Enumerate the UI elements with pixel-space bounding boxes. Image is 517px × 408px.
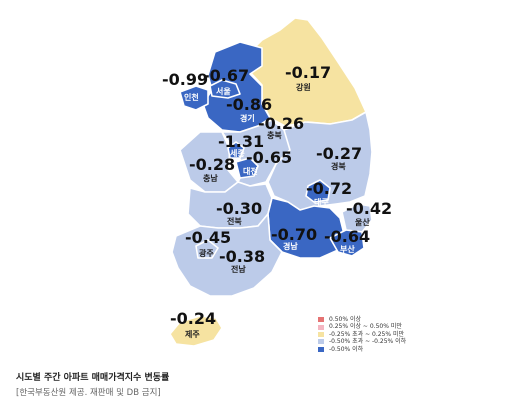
value-daegu: -0.72 (306, 179, 352, 198)
region-daejeon (235, 157, 259, 179)
name-jeju: 제주 (185, 329, 200, 339)
map-caption: 시도별 주간 아파트 매매가격지수 변동률 (16, 373, 170, 383)
region-sejong (227, 141, 245, 159)
name-busan: 부산 (340, 244, 355, 254)
name-jeonbuk: 전북 (227, 216, 242, 226)
name-daegu: 대구 (314, 197, 329, 207)
region-incheon (179, 85, 209, 111)
name-ulsan: 울산 (355, 217, 370, 227)
legend-swatch (318, 346, 324, 352)
name-daejeon: 대전 (243, 166, 258, 176)
region-busan (329, 229, 365, 257)
map-legend: 0.50% 이상 0.25% 이상 ~ 0.50% 미만 -0.25% 초과 ~ 0… (318, 316, 406, 353)
region-gyeongbuk (267, 111, 373, 211)
legend-swatch (318, 317, 324, 323)
region-jeonnam (171, 213, 283, 297)
name-incheon: 인천 (184, 92, 199, 102)
legend-swatch (318, 339, 324, 345)
name-sejong: 세종 (230, 148, 245, 158)
value-daejeon: -0.65 (246, 148, 292, 167)
value-incheon: -0.99 (162, 70, 208, 89)
name-gyeongbuk: 경북 (331, 161, 346, 171)
region-gwangju (195, 239, 219, 259)
value-gyeongbuk: -0.27 (316, 144, 362, 163)
legend-label: -0.50% 초과 ~ -0.25% 이하 (329, 338, 407, 346)
legend-label: 0.25% 이상 ~ 0.50% 미만 (329, 323, 402, 331)
legend-item: 0.25% 이상 ~ 0.50% 미만 (318, 323, 406, 330)
legend-item: -0.50% 초과 ~ -0.25% 이하 (318, 338, 406, 345)
name-gwangju: 광주 (199, 248, 214, 258)
name-gyeongnam: 경남 (283, 241, 298, 251)
legend-swatch (318, 324, 324, 330)
legend-label: 0.50% 이상 (329, 316, 362, 324)
value-seoul: -0.67 (203, 66, 249, 85)
legend-label: -0.50% 이하 (329, 345, 364, 353)
name-chungnam: 충남 (203, 173, 218, 183)
value-gyeongnam: -0.70 (271, 225, 317, 244)
legend-item: -0.25% 초과 ~ 0.25% 미만 (318, 331, 406, 338)
value-gangwon: -0.17 (285, 63, 331, 82)
legend-swatch (318, 331, 324, 337)
value-jeonnam: -0.38 (219, 247, 265, 266)
value-gyeonggi: -0.86 (226, 95, 272, 114)
name-seoul: 서울 (216, 86, 231, 96)
value-jeonbuk: -0.30 (216, 199, 262, 218)
name-jeonnam: 전남 (231, 264, 246, 274)
name-chungbuk: 충북 (267, 130, 282, 140)
value-jeju: -0.24 (170, 309, 216, 328)
value-sejong: -1.31 (218, 132, 264, 151)
source-credit: [한국부동산원 제공. 재판매 및 DB 금지] (16, 388, 161, 398)
name-gyeonggi: 경기 (240, 113, 255, 123)
legend-item: -0.50% 이하 (318, 346, 406, 353)
value-chungbuk: -0.26 (258, 114, 304, 133)
value-ulsan: -0.42 (346, 199, 392, 218)
region-daegu (305, 179, 331, 203)
region-jeju (169, 315, 223, 347)
region-gyeongnam (267, 197, 345, 259)
name-gangwon: 강원 (296, 82, 311, 92)
value-gwangju: -0.45 (185, 228, 231, 247)
region-seoul (209, 79, 241, 99)
value-busan: -0.64 (324, 227, 370, 246)
legend-item: 0.50% 이상 (318, 316, 406, 323)
value-chungnam: -0.28 (189, 155, 235, 174)
legend-label: -0.25% 초과 ~ 0.25% 미만 (329, 330, 405, 338)
